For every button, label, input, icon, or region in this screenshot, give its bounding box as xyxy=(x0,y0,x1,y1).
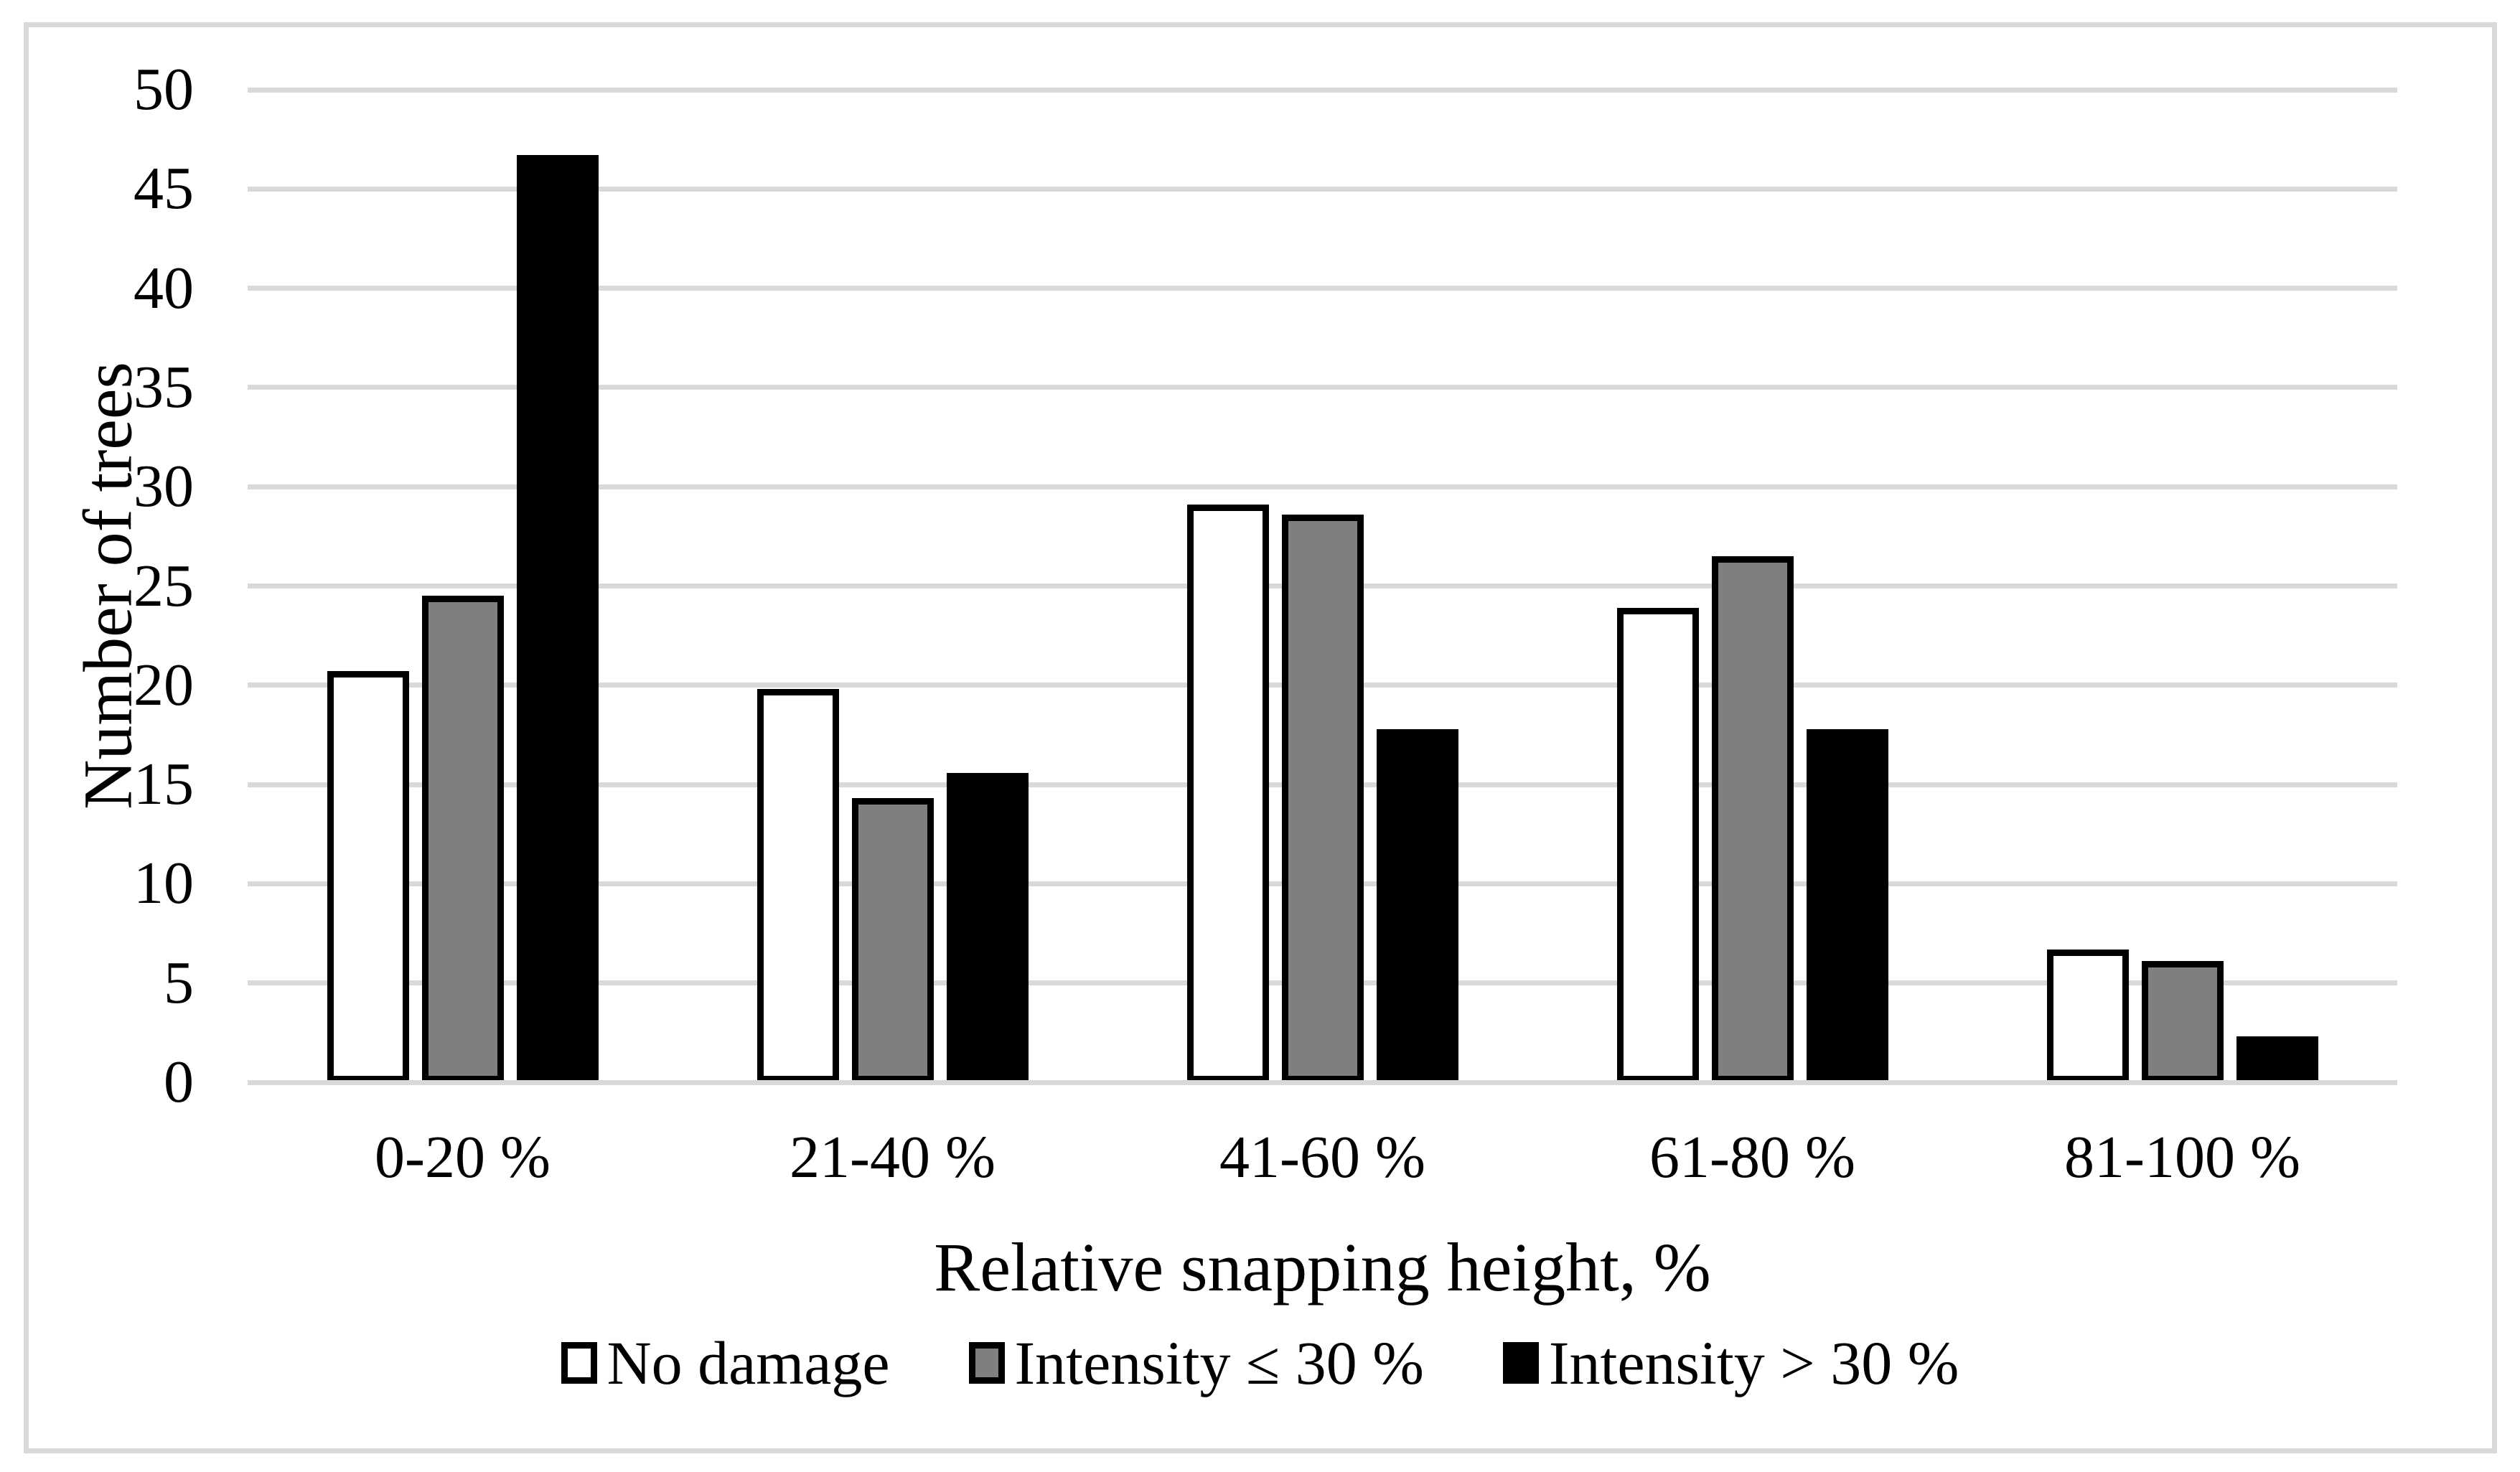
legend-item: Intensity ≤ 30 % xyxy=(968,1324,1424,1402)
bar xyxy=(1616,607,1699,1082)
bar xyxy=(851,798,934,1082)
y-axis-title: Number of trees xyxy=(69,362,146,810)
y-tick-label: 5 xyxy=(164,949,194,1016)
bar xyxy=(2046,949,2129,1082)
bar xyxy=(1186,505,1269,1082)
y-tick-label: 50 xyxy=(134,56,194,123)
x-axis-baseline xyxy=(248,1079,2397,1085)
bar xyxy=(757,689,839,1082)
bar xyxy=(1806,728,1888,1082)
bar-group xyxy=(757,90,1029,1082)
y-tick-label: 15 xyxy=(134,751,194,818)
y-tick-label: 35 xyxy=(134,353,194,421)
x-category-label: 0-20 % xyxy=(375,1124,551,1191)
x-axis-title: Relative snapping height, % xyxy=(934,1229,1711,1305)
bar-group xyxy=(2046,90,2318,1082)
bar-group xyxy=(1616,90,1888,1082)
gridline xyxy=(248,186,2397,192)
y-tick-label: 45 xyxy=(134,155,194,222)
legend-swatch-icon xyxy=(561,1342,597,1384)
bar xyxy=(327,671,409,1082)
x-category-label: 81-100 % xyxy=(2064,1124,2300,1191)
y-tick-label: 0 xyxy=(164,1049,194,1115)
y-tick-label: 40 xyxy=(134,254,194,322)
gridline xyxy=(248,286,2397,291)
legend-label: Intensity ≤ 30 % xyxy=(1014,1328,1424,1397)
x-category-label: 41-60 % xyxy=(1219,1124,1425,1191)
bar-group xyxy=(327,90,599,1082)
plot-area xyxy=(248,87,2397,1085)
bar xyxy=(1376,728,1458,1082)
bar-group xyxy=(1186,90,1458,1082)
bar xyxy=(1281,514,1364,1082)
bar xyxy=(2141,961,2224,1082)
y-tick-label: 20 xyxy=(134,651,194,718)
legend-swatch-icon xyxy=(968,1342,1005,1384)
bar xyxy=(1711,556,1794,1082)
bar xyxy=(946,772,1029,1082)
legend-item: No damage xyxy=(561,1324,890,1402)
y-tick-label: 30 xyxy=(134,453,194,520)
legend-item: Intensity > 30 % xyxy=(1502,1324,1959,1402)
bar xyxy=(516,155,599,1082)
x-category-label: 21-40 % xyxy=(790,1124,996,1191)
legend-label: Intensity > 30 % xyxy=(1548,1328,1959,1397)
gridline xyxy=(248,87,2397,93)
gridline xyxy=(248,385,2397,390)
bar xyxy=(2236,1036,2318,1082)
legend-swatch-icon xyxy=(1502,1342,1539,1384)
gridline xyxy=(248,484,2397,489)
legend-label: No damage xyxy=(606,1328,890,1397)
y-tick-label: 10 xyxy=(134,850,194,917)
legend: No damage Intensity ≤ 30 % Intensity > 30 … xyxy=(0,1324,2520,1402)
y-tick-label: 25 xyxy=(134,552,194,619)
x-category-label: 61-80 % xyxy=(1649,1124,1855,1191)
bar xyxy=(421,596,504,1082)
